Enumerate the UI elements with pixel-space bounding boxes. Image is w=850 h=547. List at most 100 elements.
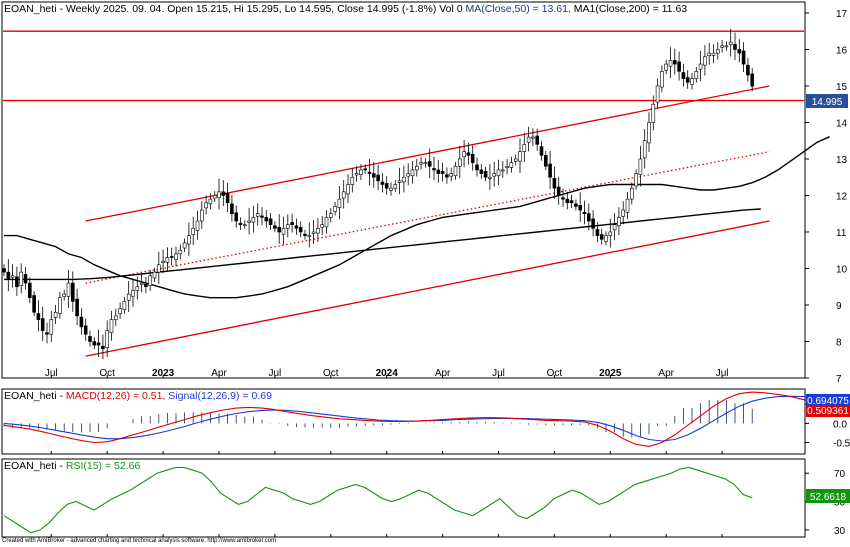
candle-body-53 xyxy=(230,203,234,215)
candle-body-156 xyxy=(672,60,677,65)
macd-histogram xyxy=(3,400,753,438)
macd-lines xyxy=(3,391,817,447)
rsi-header-value: RSI(15) = 52.66 xyxy=(66,460,141,472)
channel-line-0 xyxy=(85,85,770,222)
candle-body-59 xyxy=(255,213,260,217)
candle-body-168 xyxy=(724,45,729,48)
rsi-line xyxy=(3,466,753,534)
candle-body-61 xyxy=(264,217,269,222)
candle-body-56 xyxy=(243,224,247,226)
candle-body-95 xyxy=(410,169,415,177)
candle-body-133 xyxy=(574,203,578,207)
candle-body-73 xyxy=(316,228,320,234)
candle-body-153 xyxy=(660,71,664,88)
candle-body-72 xyxy=(311,231,316,234)
candle-body-114 xyxy=(492,173,497,177)
price-header-ma200: MA1(Close,200) = 11.63 xyxy=(571,3,687,15)
candle-body-64 xyxy=(277,226,282,233)
rsi-y-label-50: 50 xyxy=(834,498,846,509)
candle-body-113 xyxy=(488,176,492,179)
candle-body-42 xyxy=(182,242,187,249)
candle-body-26 xyxy=(114,315,118,320)
rsi-badge-text: 52.6618 xyxy=(810,492,847,503)
candle-body-68 xyxy=(294,225,299,229)
price-panel: 7 8 9 10 11 12 13 14 15 16 17 Jul Oct 2023 Apr Jul Oct 2… xyxy=(1,1,848,385)
candle-body-131 xyxy=(565,198,570,204)
price-x-label-7: Apr xyxy=(435,368,451,379)
candle-body-29 xyxy=(126,293,131,301)
candle-body-128 xyxy=(552,178,557,189)
macd-header-macd: MACD(12,26) = 0.51, xyxy=(66,390,166,402)
candle-body-46 xyxy=(200,209,204,222)
candle-body-50 xyxy=(217,191,221,198)
price-y-label-12: 12 xyxy=(836,191,848,202)
macd-header: EOAN_heti - MACD(12,26) = 0.51, Signal(1… xyxy=(4,390,272,402)
price-y-label-9: 9 xyxy=(836,301,842,312)
close-badge-bg xyxy=(806,94,848,108)
rsi-badge-bg xyxy=(806,489,850,503)
candle-body-89 xyxy=(384,183,389,189)
price-x-label-5: Oct xyxy=(323,368,339,379)
macd-badge-blue-bg xyxy=(806,394,850,407)
candle-body-139 xyxy=(599,234,604,240)
candle-body-142 xyxy=(612,224,617,231)
candle-body-122 xyxy=(526,136,531,143)
candle-body-130 xyxy=(561,197,565,200)
candle-body-134 xyxy=(578,205,583,211)
candle-body-140 xyxy=(604,235,608,242)
rsi-badge: 52.6618 xyxy=(806,489,850,503)
candle-body-0 xyxy=(2,268,6,273)
macd-badge-red: 0.509361 xyxy=(806,405,850,417)
candle-body-77 xyxy=(333,206,337,212)
channel-line-2 xyxy=(85,220,770,357)
candle-body-92 xyxy=(397,180,402,183)
candle-body-143 xyxy=(617,217,621,227)
candle-body-152 xyxy=(655,85,660,103)
candle-body-148 xyxy=(638,158,643,175)
macd-y-label-0: 0.0 xyxy=(833,419,847,430)
price-x-label-1: Oct xyxy=(99,368,115,379)
candle-body-138 xyxy=(595,229,600,236)
macd-badge-blue: 0.694075 xyxy=(806,394,850,407)
candle-body-144 xyxy=(621,209,626,217)
rsi-header-sep: - xyxy=(57,460,66,472)
candles xyxy=(2,29,755,360)
candle-body-24 xyxy=(105,330,109,349)
macd-badge-red-bg xyxy=(806,405,850,417)
candle-body-96 xyxy=(414,165,419,171)
candle-body-8 xyxy=(36,313,41,320)
candle-body-30 xyxy=(131,290,135,297)
candle-body-109 xyxy=(470,153,475,163)
candle-body-87 xyxy=(376,174,380,182)
candle-body-110 xyxy=(475,164,479,171)
candle-body-136 xyxy=(586,213,591,222)
candle-body-97 xyxy=(419,162,423,165)
candle-body-65 xyxy=(281,228,286,235)
candle-body-23 xyxy=(101,345,105,350)
price-y-label-13: 13 xyxy=(836,155,848,166)
candle-body-80 xyxy=(346,184,350,195)
candle-body-120 xyxy=(518,151,522,162)
candle-body-11 xyxy=(49,319,54,335)
candle-body-37 xyxy=(161,260,165,263)
candle-body-121 xyxy=(522,144,527,152)
candle-body-101 xyxy=(436,169,441,174)
candle-body-98 xyxy=(423,162,428,165)
candle-body-33 xyxy=(144,283,148,288)
price-y-label-10: 10 xyxy=(836,264,848,275)
macd-header-sep: - xyxy=(57,390,66,402)
candle-body-18 xyxy=(79,316,84,328)
candle-body-137 xyxy=(591,218,595,229)
price-x-label-6: 2024 xyxy=(376,368,399,379)
candle-body-71 xyxy=(307,235,312,237)
candle-body-150 xyxy=(647,122,651,144)
candle-body-49 xyxy=(212,195,217,199)
rsi-x-axis xyxy=(50,534,723,537)
rsi-panel-frame xyxy=(1,458,806,538)
price-x-label-8: Jul xyxy=(492,368,505,379)
candle-body-117 xyxy=(505,165,509,169)
rsi-header-symbol: EOAN_heti xyxy=(4,460,57,472)
rsi-header: EOAN_heti - RSI(15) = 52.66 xyxy=(4,460,140,472)
candle-body-162 xyxy=(698,63,703,70)
